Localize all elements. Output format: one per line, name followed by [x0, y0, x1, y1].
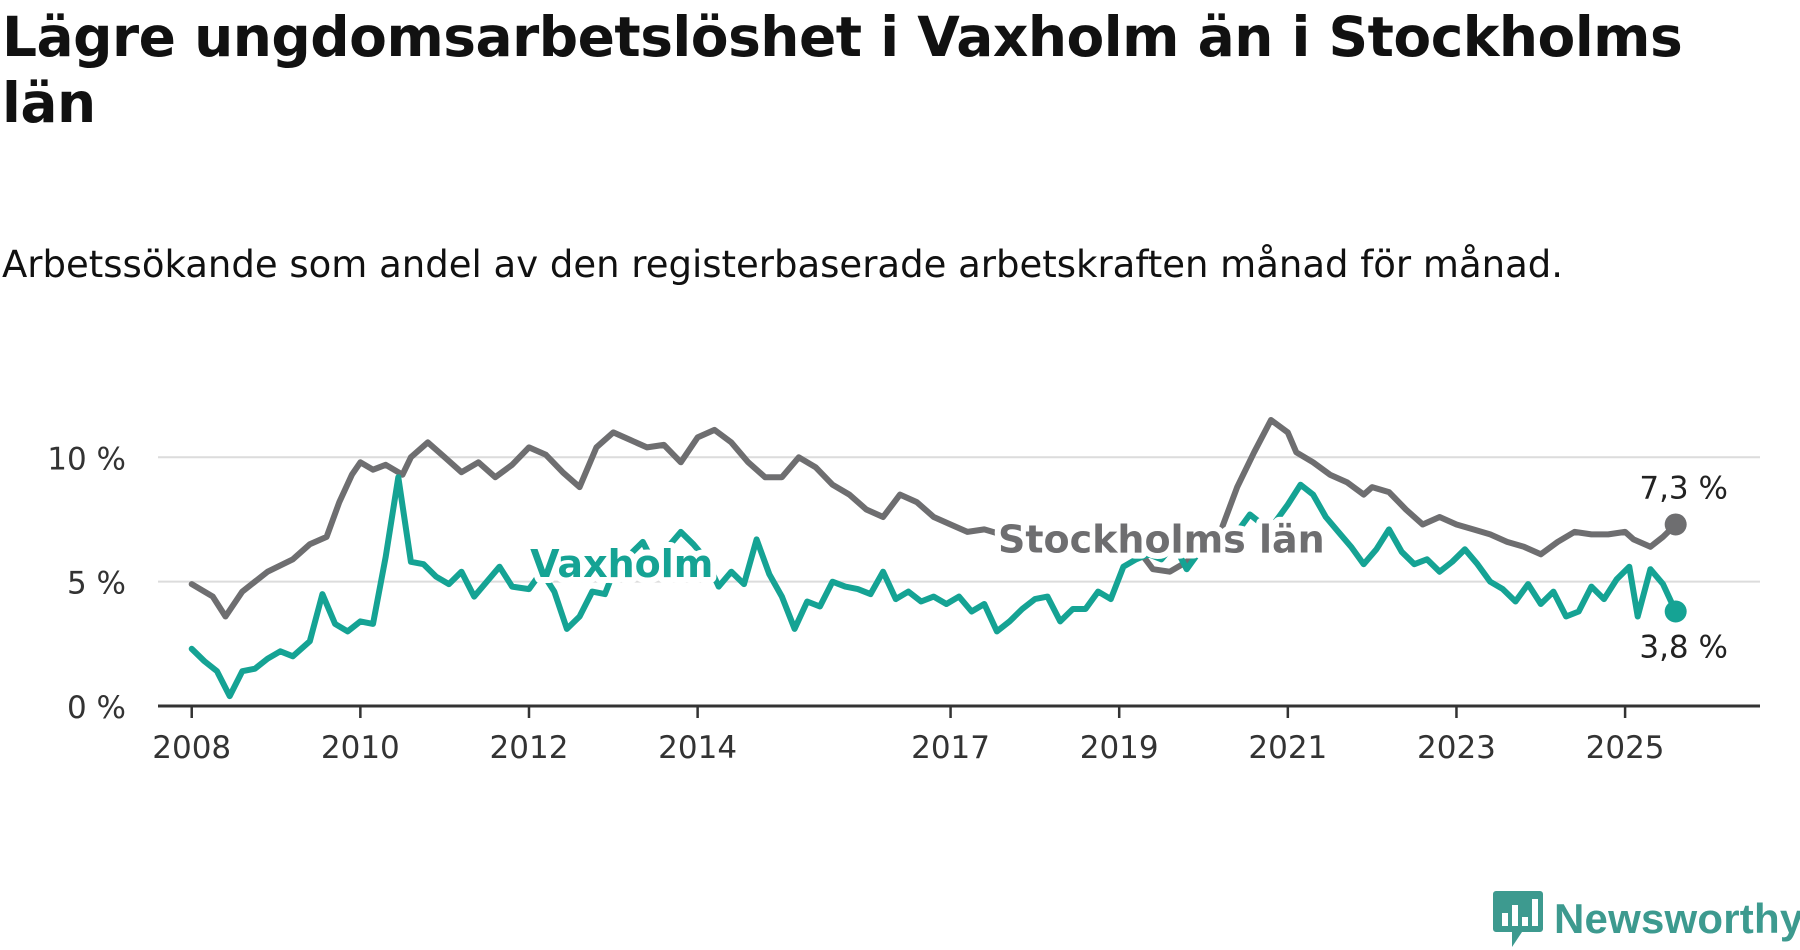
- series-end-value-label: 3,8 %: [1639, 629, 1728, 665]
- newsworthy-logo-icon: [1493, 891, 1543, 947]
- series-inline-label: Stockholms län: [998, 517, 1325, 561]
- x-tick-label: 2014: [658, 730, 737, 766]
- x-tick-label: 2019: [1080, 730, 1159, 766]
- x-tick-label: 2025: [1586, 730, 1665, 766]
- y-tick-label: 5 %: [67, 566, 126, 602]
- x-tick-label: 2017: [911, 730, 990, 766]
- chart-subtitle: Arbetssökande som andel av den registerb…: [2, 243, 1563, 286]
- x-tick-label: 2010: [321, 730, 400, 766]
- x-tick-label: 2012: [490, 730, 569, 766]
- x-tick-label: 2023: [1417, 730, 1496, 766]
- chart-title: Lägre ungdomsarbetslöshet i Vaxholm än i…: [2, 5, 1683, 135]
- brand-name: Newsworthy: [1554, 895, 1800, 942]
- series-end-value-label: 7,3 %: [1639, 470, 1728, 506]
- axis-layer: 0 % 5 % 10 % 2008 2010 2012 2014 2017 2019 2021 20…: [47, 441, 1760, 766]
- y-tick-label: 0 %: [67, 690, 126, 726]
- x-tick-label: 2021: [1248, 730, 1327, 766]
- label-layer: Stockholms län Vaxholm 7,3 % 3,8 %: [524, 466, 1732, 669]
- series-line-stockholms-lan: [188, 417, 1679, 620]
- y-tick-label: 10 %: [47, 441, 126, 477]
- brand: Newsworthy: [1492, 888, 1800, 950]
- series-line-vaxholm: [188, 474, 1679, 700]
- series-layer: [188, 417, 1687, 700]
- series-end-marker: [1664, 600, 1687, 623]
- x-tick-label: 2008: [152, 730, 231, 766]
- series-end-marker: [1664, 513, 1687, 536]
- series-inline-label: Vaxholm: [530, 542, 713, 586]
